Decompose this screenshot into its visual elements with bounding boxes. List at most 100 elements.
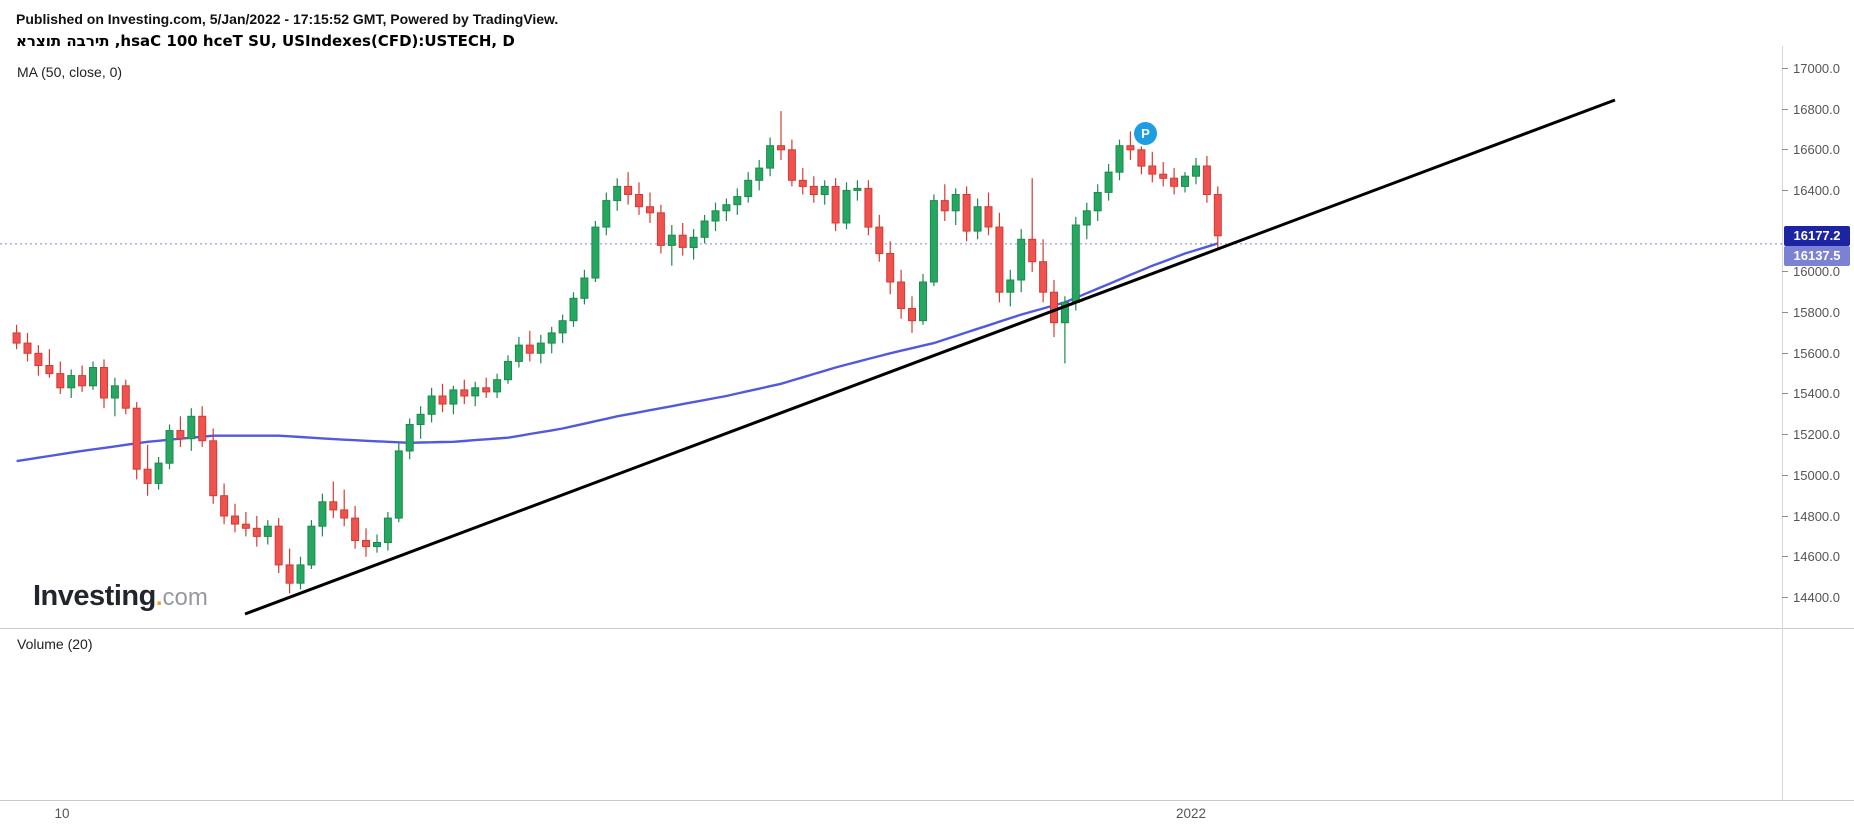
candle-body <box>700 220 709 238</box>
candle-body <box>995 226 1004 293</box>
candle-body <box>427 395 436 415</box>
candle-body <box>460 389 469 397</box>
candle-body <box>624 185 633 195</box>
candle-body <box>12 332 21 344</box>
candle-body <box>296 564 305 584</box>
candle-body <box>100 367 108 399</box>
candle-body <box>318 501 327 527</box>
candle-body <box>962 194 971 232</box>
price-tick: 16600.0 <box>1782 141 1840 159</box>
candle-body <box>908 308 916 322</box>
candle-body <box>23 342 32 354</box>
candle-body <box>187 415 196 440</box>
candle-body <box>558 320 567 334</box>
candle-body <box>351 517 360 541</box>
price-tick: 15400.0 <box>1782 385 1840 403</box>
candle-body <box>853 187 862 191</box>
candle-body <box>241 523 250 529</box>
candle-body <box>143 468 152 484</box>
time-axis-line <box>0 800 1854 801</box>
candle-body <box>635 194 643 208</box>
candle-body <box>929 200 938 283</box>
ma50-line[interactable] <box>16 242 1219 463</box>
candle-body <box>886 253 895 283</box>
candle-body <box>362 540 370 548</box>
candle-body <box>340 509 349 519</box>
last-price-label: 16177.2 <box>1784 225 1850 246</box>
time-axis-label-10: 10 <box>54 806 70 821</box>
pane-divider[interactable] <box>0 628 1854 629</box>
price-tick: 14800.0 <box>1782 507 1840 525</box>
candle-body <box>231 515 239 525</box>
candle-body <box>252 527 261 537</box>
candle-body <box>1159 173 1168 179</box>
candle-body <box>525 344 534 354</box>
time-axis-label-2022: 2022 <box>1175 806 1207 821</box>
candle-body <box>689 236 698 249</box>
investing-logo: Investing.com <box>33 580 208 613</box>
position-marker-badge[interactable]: P <box>1134 122 1157 145</box>
candle-body <box>602 200 611 228</box>
ma-indicator-label[interactable]: MA (50, close, 0) <box>17 64 123 80</box>
candle-body <box>809 185 818 195</box>
candle-body <box>493 379 502 393</box>
candle-body <box>1071 224 1080 303</box>
price-axis[interactable]: 17000.0 16800.0 16600.0 16400.0 16000.0 15800… <box>1782 0 1854 800</box>
candle-body <box>1170 177 1179 187</box>
candle-body <box>569 297 578 322</box>
candle-body <box>667 234 676 246</box>
candle-body <box>45 365 54 375</box>
candle-body <box>307 525 316 566</box>
candle-body <box>744 179 753 198</box>
candle-body <box>646 206 654 214</box>
price-tick: 17000.0 <box>1782 59 1840 77</box>
price-tick: 16000.0 <box>1782 263 1840 281</box>
price-tick: 16800.0 <box>1782 100 1840 118</box>
candle-body <box>274 525 283 566</box>
candle-body <box>449 389 458 405</box>
candle-body <box>1006 279 1015 293</box>
candle-body <box>591 226 600 279</box>
candle-body <box>89 367 97 387</box>
candle-body <box>220 495 229 517</box>
price-chart-canvas[interactable] <box>0 0 1782 830</box>
prev-close-price-label: 16137.5 <box>1784 245 1850 266</box>
candle-body <box>875 226 884 255</box>
price-tick: 15000.0 <box>1782 466 1840 484</box>
price-tick: 15800.0 <box>1782 304 1840 322</box>
price-axis-line <box>1782 46 1783 800</box>
candle-body <box>798 179 807 187</box>
price-tick: 14600.0 <box>1782 548 1840 566</box>
candle-body <box>416 413 425 425</box>
price-tick: 16400.0 <box>1782 181 1840 199</box>
candle-body <box>722 204 731 212</box>
candle-body <box>1104 171 1113 193</box>
price-tick: 15600.0 <box>1782 344 1840 362</box>
candle-body <box>536 342 545 354</box>
candle-body <box>176 430 185 440</box>
candle-body <box>110 385 119 399</box>
candle-body <box>831 185 840 224</box>
trendline[interactable] <box>244 98 1616 616</box>
candle-body <box>514 344 523 362</box>
candle-body <box>329 501 338 511</box>
candle-body <box>864 187 873 228</box>
time-axis[interactable] <box>0 800 1782 830</box>
candle-body <box>547 332 556 344</box>
volume-indicator-label[interactable]: Volume (20) <box>17 636 93 652</box>
candle-body <box>733 196 742 206</box>
candle-body <box>67 375 76 389</box>
candle-body <box>1093 192 1102 212</box>
price-tick: 14400.0 <box>1782 588 1840 606</box>
chart-title: ארצות הברית ,hsaC 100 hceT SU, USIndexes… <box>16 32 515 50</box>
price-tick: 15200.0 <box>1782 426 1840 444</box>
candle-body <box>1115 145 1124 173</box>
candle-body <box>656 212 665 246</box>
candle-body <box>209 440 218 497</box>
candle-body <box>678 234 687 248</box>
candle-body <box>285 564 294 584</box>
candle-body <box>1192 165 1200 177</box>
position-marker-letter: P <box>1141 126 1150 141</box>
candle-body <box>34 352 43 366</box>
